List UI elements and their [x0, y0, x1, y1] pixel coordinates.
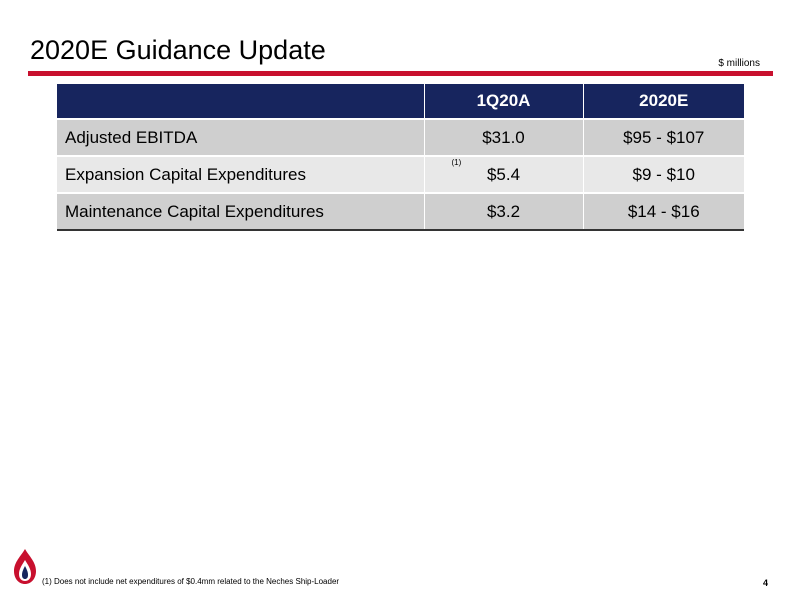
title-divider [28, 71, 773, 76]
table-row: Maintenance Capital Expenditures $3.2 $1… [57, 192, 744, 231]
header-cell-2020e: 2020E [582, 84, 744, 119]
row-value-2020e: $9 - $10 [582, 155, 744, 193]
footnote-marker: (1) [451, 158, 462, 167]
table-row: Expansion Capital Expenditures (1) $5.4 … [57, 155, 744, 193]
row-value-2020e: $14 - $16 [582, 192, 744, 231]
row-label: Maintenance Capital Expenditures [57, 192, 424, 231]
guidance-table: 1Q20A 2020E Adjusted EBITDA $31.0 $95 - … [57, 84, 744, 231]
value-text: $31.0 [482, 127, 525, 147]
table-header-row: 1Q20A 2020E [57, 84, 744, 119]
row-value-1q20a: $31.0 [423, 118, 583, 156]
row-value-1q20a: (1) $5.4 [423, 155, 583, 193]
page-number: 4 [762, 578, 768, 588]
flame-logo-icon [14, 549, 36, 584]
header-cell-metric [57, 84, 424, 119]
header-cell-1q20a: 1Q20A [423, 84, 583, 119]
row-value-2020e: $95 - $107 [582, 118, 744, 156]
row-label: Expansion Capital Expenditures [57, 155, 424, 193]
row-value-1q20a: $3.2 [423, 192, 583, 231]
page-title: 2020E Guidance Update [30, 35, 326, 65]
table-row: Adjusted EBITDA $31.0 $95 - $107 [57, 118, 744, 156]
units-note: $ millions [718, 58, 760, 69]
row-label: Adjusted EBITDA [57, 118, 424, 156]
value-text: $3.2 [486, 201, 521, 221]
value-text: $5.4 [486, 164, 521, 184]
footnote: (1) Does not include net expenditures of… [42, 577, 340, 586]
